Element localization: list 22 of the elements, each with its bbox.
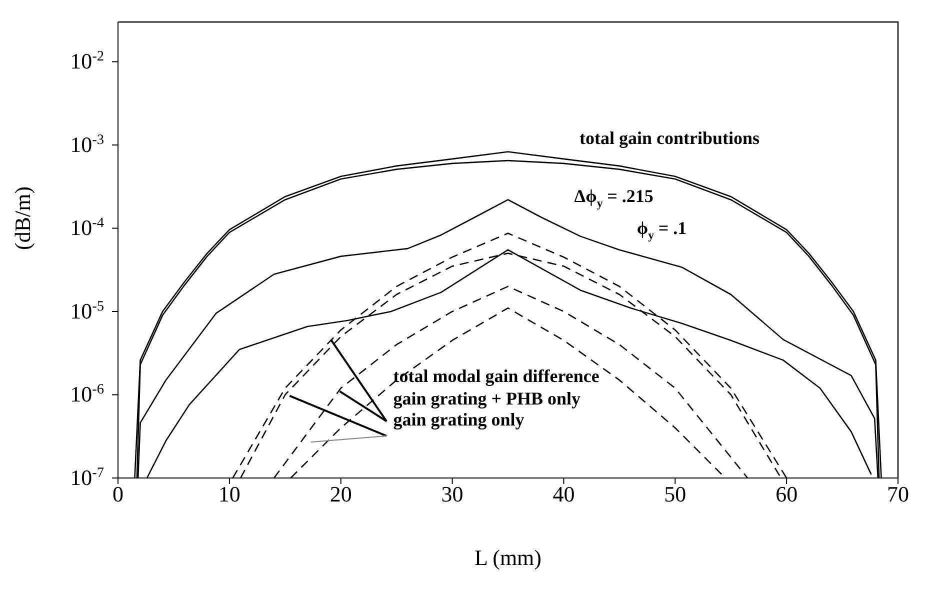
- annotation: total gain contributions: [580, 128, 760, 148]
- y-tick-label: 10$^{-7}$: [70, 465, 104, 490]
- annotation: Δϕ$_{y}$ = .215: [574, 186, 654, 210]
- x-tick-label: 10: [218, 482, 240, 507]
- x-tick-label: 70: [887, 482, 909, 507]
- x-tick-label: 0: [112, 482, 124, 507]
- y-axis-title: (dB/m): [10, 186, 35, 250]
- y-tick-label: 10$^{-3}$: [70, 132, 104, 157]
- y-tick-label: 10$^{-4}$: [70, 215, 104, 240]
- y-tick-label: 10$^{-6}$: [70, 382, 104, 407]
- x-tick-label: 20: [330, 482, 352, 507]
- y-tick-label: 10$^{-5}$: [70, 298, 104, 324]
- x-axis-title: L (mm): [474, 545, 542, 570]
- x-tick-label: 40: [552, 482, 575, 507]
- x-tick-label: 60: [776, 482, 798, 507]
- y-tick-label: 10$^{-2}$: [70, 48, 104, 74]
- annotation: gain grating + PHB only: [393, 388, 581, 409]
- x-tick-label: 30: [441, 482, 464, 507]
- annotation: gain grating only: [393, 409, 524, 430]
- annotation: ϕ$_{y}$ = .1: [636, 218, 687, 242]
- annotation: total modal gain difference: [393, 366, 600, 386]
- x-tick-label: 50: [664, 482, 686, 507]
